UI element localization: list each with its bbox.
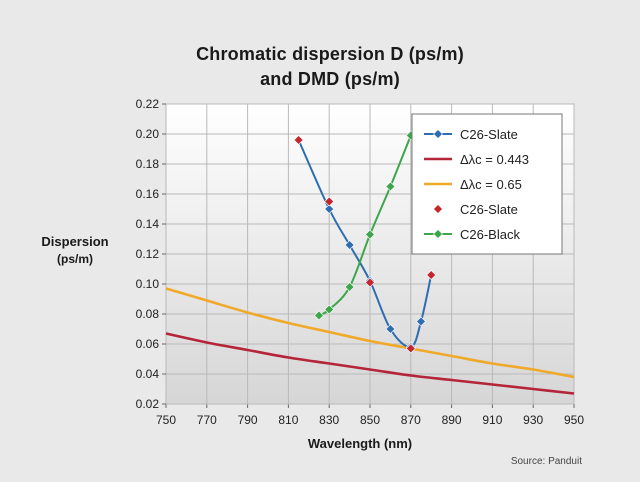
legend-label: Δλc = 0.65 — [460, 177, 522, 192]
series-line-1 — [165, 332, 575, 395]
data-point-0 — [344, 240, 355, 250]
data-point-4 — [344, 282, 355, 292]
y-tick-label: 0.22 — [136, 97, 160, 111]
x-tick-label: 930 — [523, 413, 543, 427]
data-point-3 — [405, 343, 416, 354]
data-point-0 — [416, 316, 426, 327]
y-tick-label: 0.12 — [136, 247, 160, 261]
y-axis-unit: (ps/m) — [57, 252, 93, 266]
data-point-3 — [426, 270, 437, 280]
data-point-0 — [385, 324, 396, 334]
data-point-3 — [365, 277, 375, 288]
chart-title: Chromatic dispersion D (ps/m) — [196, 44, 464, 64]
x-tick-label: 750 — [156, 413, 176, 427]
data-point-4 — [385, 181, 396, 192]
x-tick-label: 950 — [564, 413, 584, 427]
source-note: Source: Panduit — [510, 456, 582, 467]
legend-label: Δλc = 0.443 — [460, 152, 529, 167]
y-tick-label: 0.20 — [136, 127, 160, 141]
x-tick-label: 850 — [360, 413, 380, 427]
data-point-3 — [293, 135, 304, 145]
legend-label: C26-Slate — [460, 202, 518, 217]
x-tick-label: 910 — [482, 413, 502, 427]
series-line-2 — [165, 287, 575, 379]
data-point-0 — [324, 204, 335, 214]
legend-marker — [433, 204, 443, 214]
data-point-4 — [324, 304, 335, 315]
x-tick-label: 810 — [278, 413, 298, 427]
data-point-4 — [314, 310, 324, 321]
legend-label: C26-Black — [460, 227, 520, 242]
data-point-4 — [365, 229, 375, 240]
y-tick-label: 0.16 — [136, 187, 160, 201]
x-tick-label: 790 — [238, 413, 258, 427]
y-tick-label: 0.06 — [136, 337, 160, 351]
legend-marker — [433, 129, 443, 139]
y-tick-label: 0.02 — [136, 397, 160, 411]
y-tick-label: 0.18 — [136, 157, 160, 171]
y-tick-label: 0.10 — [136, 277, 160, 291]
y-axis-label: Dispersion — [41, 234, 109, 249]
x-tick-label: 870 — [401, 413, 421, 427]
y-tick-label: 0.08 — [136, 307, 160, 321]
x-tick-label: 890 — [442, 413, 462, 427]
chart-subtitle: and DMD (ps/m) — [260, 69, 400, 89]
legend-label: C26-Slate — [460, 127, 518, 142]
legend-marker — [433, 229, 443, 239]
x-tick-label: 770 — [197, 413, 217, 427]
y-tick-label: 0.14 — [136, 217, 160, 231]
x-axis-label: Wavelength (nm) — [307, 436, 413, 451]
x-tick-label: 830 — [319, 413, 339, 427]
y-tick-label: 0.04 — [136, 367, 160, 381]
data-point-3 — [324, 196, 335, 207]
